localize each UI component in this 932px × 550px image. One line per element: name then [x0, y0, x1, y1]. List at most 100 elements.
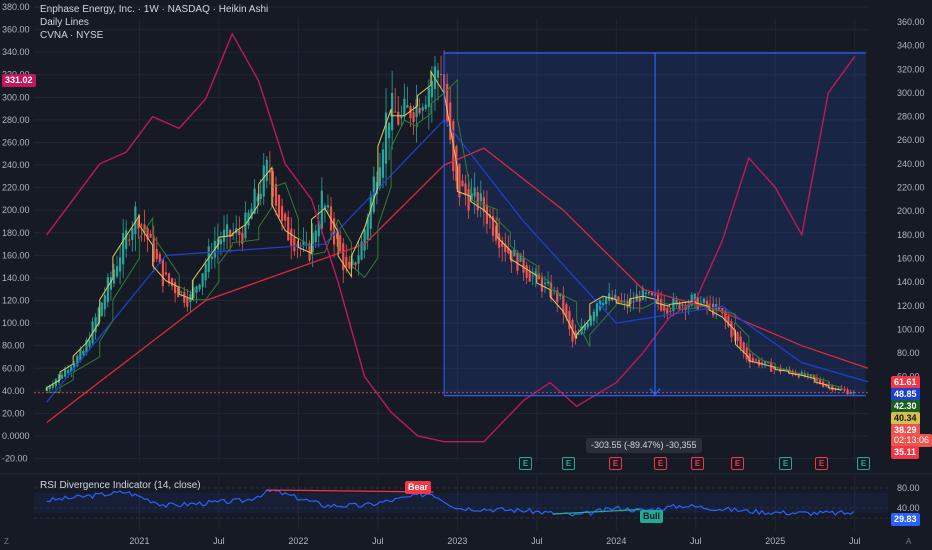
candle-body: [424, 104, 427, 109]
candle-body: [241, 232, 244, 244]
candle-body: [277, 194, 281, 218]
x-axis-label: Jul: [372, 536, 384, 546]
candle-body: [354, 262, 357, 266]
candle-body: [543, 282, 547, 285]
price-badge-ma-slow: 48.85: [891, 388, 920, 401]
log-scale-toggle[interactable]: Z: [4, 537, 9, 546]
candles: [45, 50, 855, 397]
candle-body: [675, 299, 678, 305]
candle-body: [763, 361, 767, 364]
candle-body: [406, 105, 409, 108]
left-axis-tick: 20.00: [2, 408, 25, 418]
candle-body: [669, 310, 672, 312]
candle-body: [320, 190, 323, 229]
legend-daily-lines: Daily Lines: [40, 17, 89, 28]
candle-body: [470, 192, 473, 200]
right-axis-tick: 160.00: [897, 253, 925, 263]
right-axis-tick: 120.00: [897, 301, 925, 311]
earnings-icon[interactable]: E: [609, 457, 622, 470]
candle-body: [510, 250, 513, 263]
candle-body: [82, 350, 85, 356]
candle-body: [326, 205, 330, 208]
left-axis-tick: 40.00: [2, 386, 25, 396]
earnings-icon[interactable]: E: [779, 457, 792, 470]
earnings-icon[interactable]: E: [857, 457, 870, 470]
legend-cvna: CVNA · NYSE: [40, 30, 104, 41]
candle-body: [650, 292, 654, 296]
earnings-icon[interactable]: E: [731, 457, 744, 470]
x-axis-label: 2021: [129, 536, 149, 546]
candle-body: [229, 230, 232, 237]
candle-body: [70, 366, 73, 372]
candle-body: [375, 182, 378, 195]
candle-body: [656, 294, 660, 304]
candle-body: [623, 300, 626, 302]
left-axis-tick: 220.00: [2, 183, 30, 193]
candle-body: [109, 277, 113, 290]
candle-body: [115, 266, 119, 277]
candle-body: [366, 217, 369, 240]
candle-body: [519, 253, 522, 262]
candle-body: [152, 235, 155, 263]
candle-body: [369, 195, 372, 229]
candle-body: [647, 291, 651, 294]
candle-body: [198, 284, 201, 290]
earnings-icon[interactable]: E: [654, 457, 667, 470]
candle-body: [332, 218, 336, 245]
candle-body: [852, 391, 855, 394]
candle-body: [504, 243, 507, 253]
candle-body: [614, 294, 617, 299]
candle-body: [806, 374, 809, 376]
candle-body: [103, 295, 106, 310]
candle-body: [79, 349, 82, 362]
candle-body: [803, 373, 806, 377]
candle-body: [112, 269, 116, 284]
candle-body: [256, 196, 259, 202]
candle-body: [491, 216, 495, 236]
candle-body: [207, 246, 210, 272]
candle-body: [540, 276, 544, 292]
candle-body: [531, 275, 534, 277]
earnings-icon[interactable]: E: [562, 457, 575, 470]
candle-body: [473, 187, 476, 197]
candle-body: [687, 303, 690, 308]
right-axis-tick: 100.00: [897, 324, 925, 334]
candle-body: [265, 159, 268, 181]
cvna-line: [46, 32, 856, 443]
candle-body: [170, 278, 174, 286]
right-axis-tick: 140.00: [897, 277, 925, 287]
candle-body: [339, 235, 342, 252]
price-badge-ma-long: 61.61: [891, 376, 920, 389]
candle-body: [118, 257, 122, 272]
candle-body: [158, 253, 161, 264]
candle-body: [534, 271, 537, 277]
candle-body: [446, 83, 449, 121]
price-badge-ma-mid: 42.30: [891, 400, 920, 413]
candle-body: [314, 230, 317, 243]
candle-body: [394, 111, 397, 113]
candle-body: [485, 204, 489, 224]
candle-body: [681, 304, 684, 306]
earnings-icon[interactable]: E: [815, 457, 828, 470]
candle-body: [73, 363, 76, 370]
candle-body: [415, 99, 418, 118]
candle-body: [137, 220, 140, 229]
candle-body: [397, 111, 400, 125]
candle-body: [146, 228, 149, 240]
right-axis-tick: 200.00: [897, 206, 925, 216]
earnings-icon[interactable]: E: [519, 457, 532, 470]
candle-body: [583, 324, 586, 331]
candle-body: [348, 261, 351, 269]
candle-body: [767, 362, 770, 364]
candle-body: [287, 217, 290, 241]
countdown-badge: 02:13:06: [891, 434, 932, 447]
candle-body: [125, 230, 128, 249]
candle-body: [336, 231, 339, 239]
candle-body: [280, 206, 284, 222]
right-axis-tick: 360.00: [897, 17, 925, 27]
earnings-icon[interactable]: E: [691, 457, 704, 470]
candle-body: [565, 304, 568, 318]
auto-scale-toggle[interactable]: A: [906, 537, 912, 546]
right-axis-tick: 280.00: [897, 112, 925, 122]
